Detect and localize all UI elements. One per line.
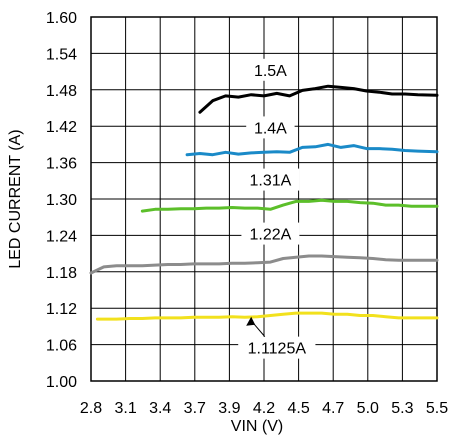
x-axis-label: VIN (V) bbox=[231, 418, 283, 435]
y-tick-label: 1.00 bbox=[46, 374, 77, 391]
annotation-background bbox=[238, 336, 316, 359]
x-tick-label: 3.4 bbox=[149, 400, 171, 417]
y-tick-label: 1.48 bbox=[46, 83, 77, 100]
x-tick-label: 3.1 bbox=[114, 400, 136, 417]
annotation-background bbox=[241, 168, 300, 191]
y-tick-label: 1.54 bbox=[46, 46, 77, 63]
annotation-label: 1.22A bbox=[250, 227, 292, 244]
annotation-label: 1.4A bbox=[254, 120, 287, 137]
annotation-background bbox=[246, 116, 295, 139]
y-tick-labels: 1.00 1.06 1.12 1.18 1.24 1.30 1.36 1.42 1.48 1.54… bbox=[46, 10, 77, 391]
x-tick-label: 5.0 bbox=[357, 400, 379, 417]
x-tick-label: 4.2 bbox=[253, 400, 275, 417]
y-tick-label: 1.60 bbox=[46, 10, 77, 27]
annotation-background bbox=[246, 58, 295, 81]
y-tick-label: 1.36 bbox=[46, 156, 77, 173]
x-tick-label: 4.7 bbox=[322, 400, 344, 417]
series-line bbox=[185, 142, 439, 157]
annotation-label: 1.5A bbox=[254, 63, 287, 80]
plot-frame bbox=[90, 16, 438, 382]
arrow-head-icon bbox=[246, 316, 256, 326]
y-tick-label: 1.18 bbox=[46, 265, 77, 282]
x-tick-label: 2.8 bbox=[80, 400, 102, 417]
y-tick-label: 1.42 bbox=[46, 119, 77, 136]
y-axis-label: LED CURRENT (A) bbox=[7, 129, 24, 268]
series-line bbox=[89, 254, 439, 275]
x-tick-label: 4.5 bbox=[287, 400, 309, 417]
y-tick-label: 1.24 bbox=[46, 228, 77, 245]
y-tick-label: 1.12 bbox=[46, 301, 77, 318]
y-tick-label: 1.30 bbox=[46, 192, 77, 209]
y-tick-label: 1.06 bbox=[46, 338, 77, 355]
series-line bbox=[198, 84, 439, 114]
annotation-label: 1.31A bbox=[250, 173, 292, 190]
series-line bbox=[140, 198, 439, 213]
x-tick-label: 3.9 bbox=[218, 400, 240, 417]
x-tick-labels: 2.8 3.1 3.4 3.7 3.9 4.2 4.5 4.7 5.0 5.3 5.5 bbox=[80, 400, 448, 417]
x-tick-label: 3.7 bbox=[184, 400, 206, 417]
annotation-layer: 1.5A 1.4A 1.31A 1.22A 1.1125A bbox=[238, 58, 316, 359]
series-line bbox=[95, 311, 439, 321]
x-tick-label: 5.3 bbox=[391, 400, 413, 417]
annotation-background bbox=[241, 222, 300, 245]
annotation-label: 1.1125A bbox=[248, 341, 307, 358]
series-layer bbox=[89, 84, 439, 321]
x-tick-label: 5.5 bbox=[426, 400, 448, 417]
